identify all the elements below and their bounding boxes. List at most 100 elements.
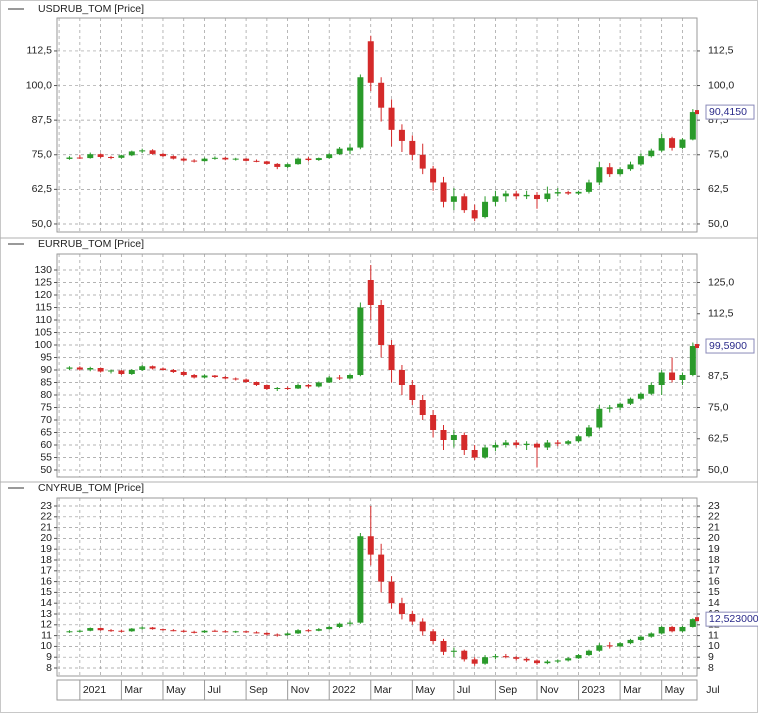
candle-body [575, 655, 582, 659]
candle-body [596, 645, 603, 651]
candle-body [211, 157, 218, 159]
candle-body [295, 630, 302, 634]
last-value-marker [695, 344, 699, 349]
candle-body [544, 442, 551, 448]
candle-body [554, 660, 561, 662]
candle-body [211, 630, 218, 632]
panel-title: EURRUB_TOM [Price] [38, 238, 144, 250]
y2-tick-label: 11 [708, 629, 719, 641]
y-tick-label: 55 [40, 451, 52, 463]
y2-tick-label: 75,0 [708, 149, 729, 161]
candle-body [679, 626, 686, 632]
y-tick-label: 85 [40, 376, 52, 388]
candle-body [315, 158, 322, 161]
candle-body [482, 201, 489, 218]
y-tick-label: 19 [40, 543, 52, 555]
candle-body [295, 158, 302, 165]
candle-body [627, 164, 634, 170]
candle-body [139, 366, 146, 370]
y-tick-label: 50,0 [32, 218, 53, 230]
last-value-box [705, 104, 755, 120]
candle-body [606, 167, 613, 175]
y2-tick-label: 125,0 [708, 276, 734, 288]
y-tick-label: 90 [40, 364, 52, 376]
candle-body [585, 427, 592, 437]
candle-body [346, 622, 353, 624]
candle-body [689, 112, 696, 140]
candle-body [461, 435, 468, 450]
candle-body [502, 656, 509, 658]
y2-tick-label: 112,5 [708, 45, 734, 57]
x-tick-label: Mar [124, 684, 143, 696]
plot-area [56, 17, 698, 233]
candle-body [263, 161, 270, 164]
candle-body [482, 447, 489, 458]
candle-body [409, 385, 416, 400]
y-tick-label: 110 [35, 314, 52, 326]
candle-body [471, 210, 478, 219]
x-tick-label: May [665, 684, 686, 696]
candle-body [315, 382, 322, 387]
candle-body [326, 377, 333, 383]
candle-body [159, 629, 166, 631]
candle-body [523, 443, 530, 445]
candle-body [502, 442, 509, 445]
candle-body [191, 375, 198, 378]
candle-body [191, 631, 198, 633]
candle-body [232, 631, 239, 633]
y2-tick-label: 18 [708, 554, 720, 566]
y2-tick-label: 50,0 [708, 464, 729, 476]
candle-body [108, 630, 115, 632]
candle-body [658, 626, 665, 634]
candle-body [305, 158, 312, 161]
x-tick-label: Jul [208, 684, 221, 696]
candle-body [305, 385, 312, 387]
candle-body [461, 196, 468, 211]
x-tick-label: Nov [540, 684, 559, 696]
candle-body [253, 632, 260, 634]
candle-body [554, 442, 561, 444]
candle-body [575, 191, 582, 194]
plot-area [56, 497, 698, 677]
candle-body [523, 194, 530, 197]
candle-body [357, 536, 364, 623]
y-tick-label: 22 [40, 511, 52, 523]
candle-body [253, 160, 260, 162]
candle-body [596, 408, 603, 428]
candle-body [617, 403, 624, 408]
candle-body [502, 193, 509, 197]
candle-body [450, 650, 457, 652]
candle-body [159, 368, 166, 370]
candle-body [627, 398, 634, 404]
candle-body [388, 107, 395, 130]
y2-tick-label: 112,5 [708, 308, 734, 320]
y-tick-label: 87,5 [32, 114, 53, 126]
candle-body [180, 372, 187, 375]
candle-body [326, 154, 333, 159]
candle-body [440, 430, 447, 440]
candle-body [108, 156, 115, 158]
candle-body [637, 636, 644, 640]
candle-body [357, 307, 364, 375]
candle-body [440, 641, 447, 652]
y2-tick-label: 87,5 [708, 370, 729, 382]
candle-body [398, 370, 405, 385]
y2-tick-label: 8 [708, 662, 714, 674]
y2-tick-label: 10 [708, 640, 720, 652]
candle-body [305, 630, 312, 632]
candle-body [232, 158, 239, 160]
y-tick-label: 50 [40, 464, 52, 476]
candle-body [149, 150, 156, 154]
last-value-marker [695, 110, 699, 115]
candle-body [419, 621, 426, 632]
y2-tick-label: 23 [708, 500, 720, 512]
panel-title: CNYRUB_TOM [Price] [38, 482, 144, 494]
candle-body [419, 400, 426, 415]
candle-body [409, 614, 416, 622]
candle-body [118, 370, 125, 374]
x-tick-label: 2022 [332, 684, 356, 696]
last-value-label: 99,5900 [709, 340, 747, 352]
candle-body [128, 370, 135, 374]
candle-body [170, 630, 177, 632]
